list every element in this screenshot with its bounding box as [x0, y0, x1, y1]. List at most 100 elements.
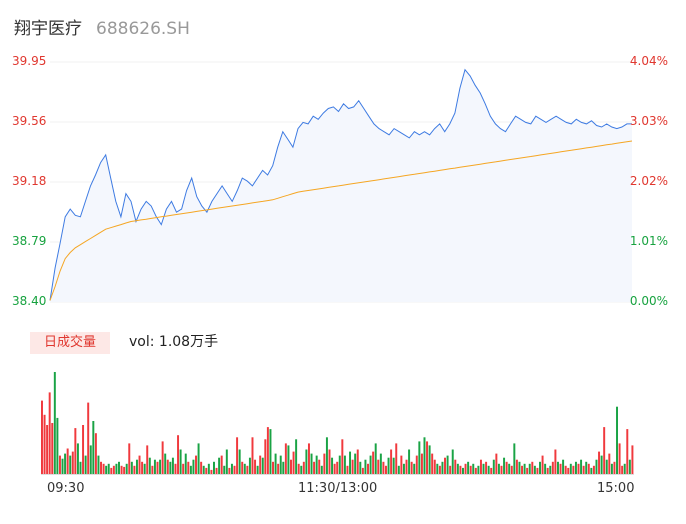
volume-bar: [290, 459, 292, 474]
volume-bar: [69, 455, 72, 474]
volume-bar: [367, 463, 369, 474]
volume-bar: [318, 459, 321, 474]
volume-bar: [572, 465, 575, 474]
volume-bar: [171, 457, 174, 474]
volume-bar: [266, 427, 269, 474]
volume-bar: [269, 429, 272, 474]
volume-bar: [487, 465, 490, 474]
volume-bar: [474, 467, 477, 474]
volume-bar: [521, 465, 524, 474]
volume-bar: [472, 463, 475, 474]
volume-bar: [192, 459, 195, 474]
volume-bar: [402, 463, 405, 474]
average-price-line: [49, 140, 633, 301]
volume-bar: [600, 455, 603, 474]
volume-bar: [61, 458, 64, 474]
volume-bar: [446, 455, 449, 474]
volume-bar: [112, 465, 115, 474]
volume-bar: [254, 459, 257, 474]
volume-bar: [177, 435, 180, 474]
volume-bar: [444, 457, 446, 474]
volume-bar: [608, 453, 611, 474]
volume-bar: [82, 425, 85, 474]
volume-bar: [469, 465, 472, 474]
volume-bar: [377, 459, 380, 474]
volume-bar: [539, 461, 541, 474]
volume-bar: [102, 463, 105, 474]
volume-bar: [387, 457, 390, 474]
volume-bar: [71, 451, 74, 474]
volume-bar: [215, 467, 218, 474]
volume-bar: [48, 392, 51, 474]
volume-bar: [125, 463, 128, 474]
volume-bar: [428, 445, 431, 474]
volume-bar: [135, 459, 138, 474]
volume-bar: [462, 467, 464, 474]
stock-name: 翔宇医疗: [14, 19, 82, 39]
pct-tick-label: 4.04%: [629, 54, 668, 68]
volume-bar: [631, 445, 634, 474]
volume-bar: [179, 449, 182, 474]
volume-bar: [133, 465, 136, 474]
volume-bar: [128, 443, 131, 474]
volume-bar: [333, 463, 336, 474]
volume-bar: [182, 463, 185, 474]
volume-bar: [110, 467, 113, 474]
price-tick-label: 39.56: [12, 114, 47, 128]
volume-bar: [343, 455, 346, 474]
volume-bar: [413, 463, 416, 474]
volume-bar: [248, 457, 251, 474]
volume-bar: [567, 467, 570, 474]
volume-bar: [259, 455, 262, 474]
volume-bar: [551, 461, 554, 474]
volume-bar: [159, 459, 162, 474]
price-line: [49, 68, 632, 301]
volume-bar: [238, 449, 241, 474]
volume-bar: [564, 465, 567, 474]
volume-bar: [420, 453, 423, 474]
daily-volume-tab[interactable]: 日成交量: [30, 332, 110, 354]
volume-bar: [546, 467, 549, 474]
volume-bar: [449, 465, 452, 474]
volume-bar: [400, 455, 403, 474]
volume-bar: [164, 453, 167, 474]
volume-bar: [356, 449, 359, 474]
volume-bar: [559, 463, 562, 474]
volume-bar: [105, 465, 108, 474]
volume-bar: [438, 465, 441, 474]
volume-bar: [623, 463, 626, 474]
volume-bar: [554, 449, 557, 474]
volume-bar: [328, 449, 331, 474]
volume-bar: [590, 467, 593, 474]
volume-bar: [302, 461, 305, 474]
volume-bar: [205, 467, 208, 474]
volume-bar: [346, 465, 349, 474]
volume-bar: [490, 467, 493, 474]
volume-bar: [87, 402, 90, 474]
volume-bar: [497, 463, 500, 474]
price-tick-label: 38.40: [12, 294, 47, 308]
volume-bar: [515, 459, 518, 474]
volume-bar: [503, 457, 506, 474]
volume-bar: [618, 443, 621, 474]
volume-bar: [464, 463, 467, 474]
volume-bar: [74, 428, 77, 474]
volume-bar: [495, 453, 498, 474]
volume-bar: [580, 459, 583, 474]
volume-bar: [595, 459, 598, 474]
volume-bar: [146, 445, 149, 474]
volume-bar: [616, 406, 618, 474]
volume-bar: [531, 461, 534, 474]
time-tick-label: 09:30: [47, 481, 85, 496]
volume-bar: [66, 448, 69, 474]
volume-bar: [323, 453, 326, 474]
volume-bar: [107, 463, 110, 474]
volume-bar: [395, 443, 398, 474]
volume-bar: [156, 461, 159, 474]
volume-bar: [46, 425, 49, 474]
volume-bar: [544, 463, 547, 474]
volume-bar: [202, 465, 205, 474]
volume-bar: [138, 455, 141, 474]
volume-bar: [587, 463, 590, 474]
volume-bar: [528, 463, 531, 474]
